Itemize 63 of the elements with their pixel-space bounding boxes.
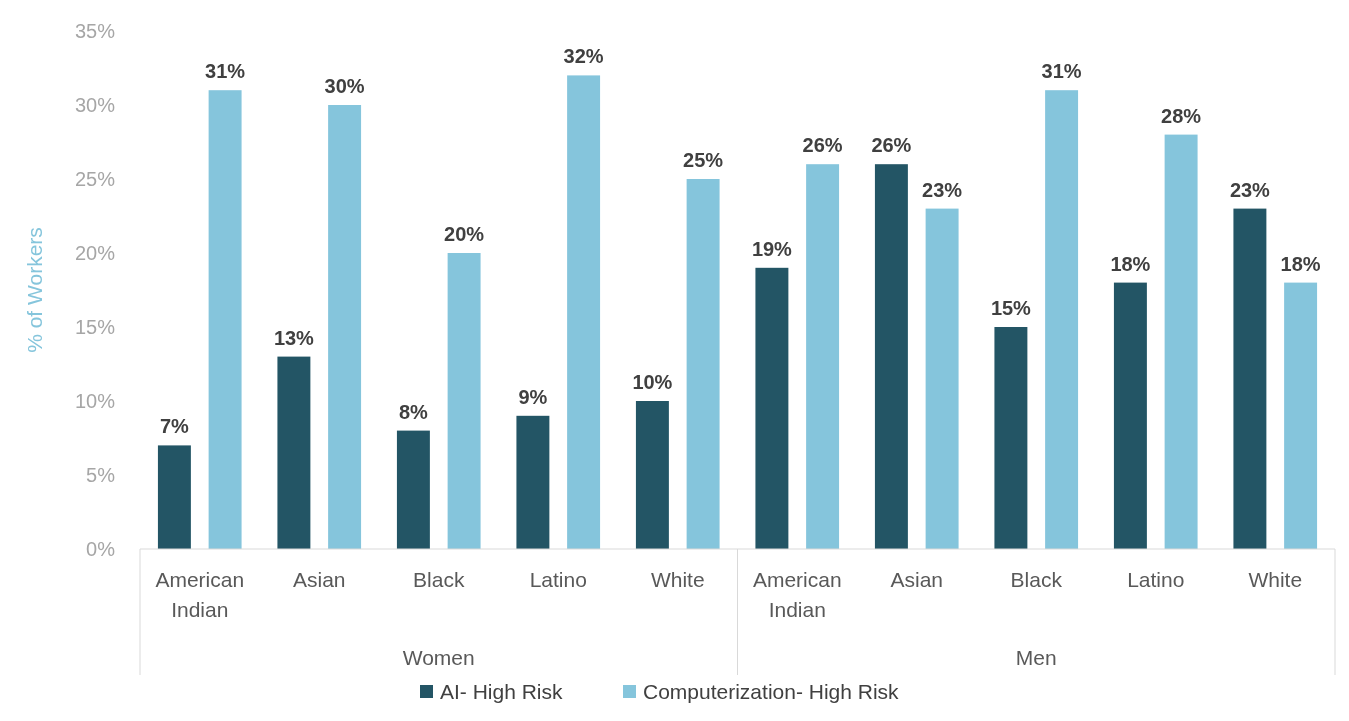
data-label: 8% [398,400,429,423]
data-label: 25% [683,149,724,171]
data-label: 19% [751,237,793,260]
y-tick-label: 15% [74,316,116,338]
bar [208,90,242,549]
bar [874,164,908,549]
bar [806,164,840,549]
y-tick-label: 0% [86,538,116,560]
text: Men [1015,646,1057,669]
x-tick-label: Black [1010,568,1063,591]
data-label: 10% [632,371,673,393]
bar [1233,208,1267,549]
data-label: 18% [1110,252,1151,275]
bar [686,179,720,549]
data-label: 20% [444,223,485,245]
y-axis-title: % of Workers [23,227,46,353]
data-label: 23% [1229,178,1271,201]
bar [925,208,959,549]
bar [1164,134,1198,549]
text: Women [402,646,475,669]
x-tick-label: Latino [529,568,587,591]
bar [1113,282,1147,549]
bar [567,75,601,549]
data-label: 18% [1280,252,1321,275]
data-label: 26% [802,134,843,157]
data-label: 23% [922,178,963,201]
y-tick-label: 25% [74,168,116,190]
data-label: 26% [871,134,912,157]
x-tick-label: White [1248,568,1303,591]
x-tick-label: White [650,568,705,591]
bar [994,327,1028,549]
data-label: 31% [205,60,246,83]
y-tick-label: 5% [86,464,116,486]
y-tick-label: 10% [74,390,116,412]
bar [277,356,311,549]
data-label: 7% [159,415,190,438]
data-label: 30% [324,75,365,97]
bar [516,415,550,549]
x-tick-label: American Indian [155,568,245,621]
x-tick-label: Black [413,568,465,591]
data-label: 13% [273,326,315,349]
data-label: 28% [1161,104,1202,127]
x-tick-label: Asian [890,568,944,591]
bar [328,105,362,549]
bar [1045,90,1079,549]
x-tick-label: American Indian [752,568,842,621]
y-tick-label: 35% [74,20,116,42]
bar [635,401,669,549]
bar [447,253,481,549]
data-label: 9% [518,385,548,408]
bar [157,445,191,549]
legend-label: Computerization- High Risk [643,680,900,703]
y-tick-label: 30% [74,94,116,116]
data-label: 31% [1041,60,1082,83]
legend-label: AI- High Risk [440,680,564,703]
data-label: 15% [990,297,1032,319]
x-tick-label: Latino [1127,568,1185,591]
y-tick-label: 20% [74,242,116,264]
bar [396,430,430,549]
x-tick-label: Asian [292,568,346,591]
data-label: 32% [563,45,604,68]
bar [1284,282,1318,549]
bar [755,267,789,549]
